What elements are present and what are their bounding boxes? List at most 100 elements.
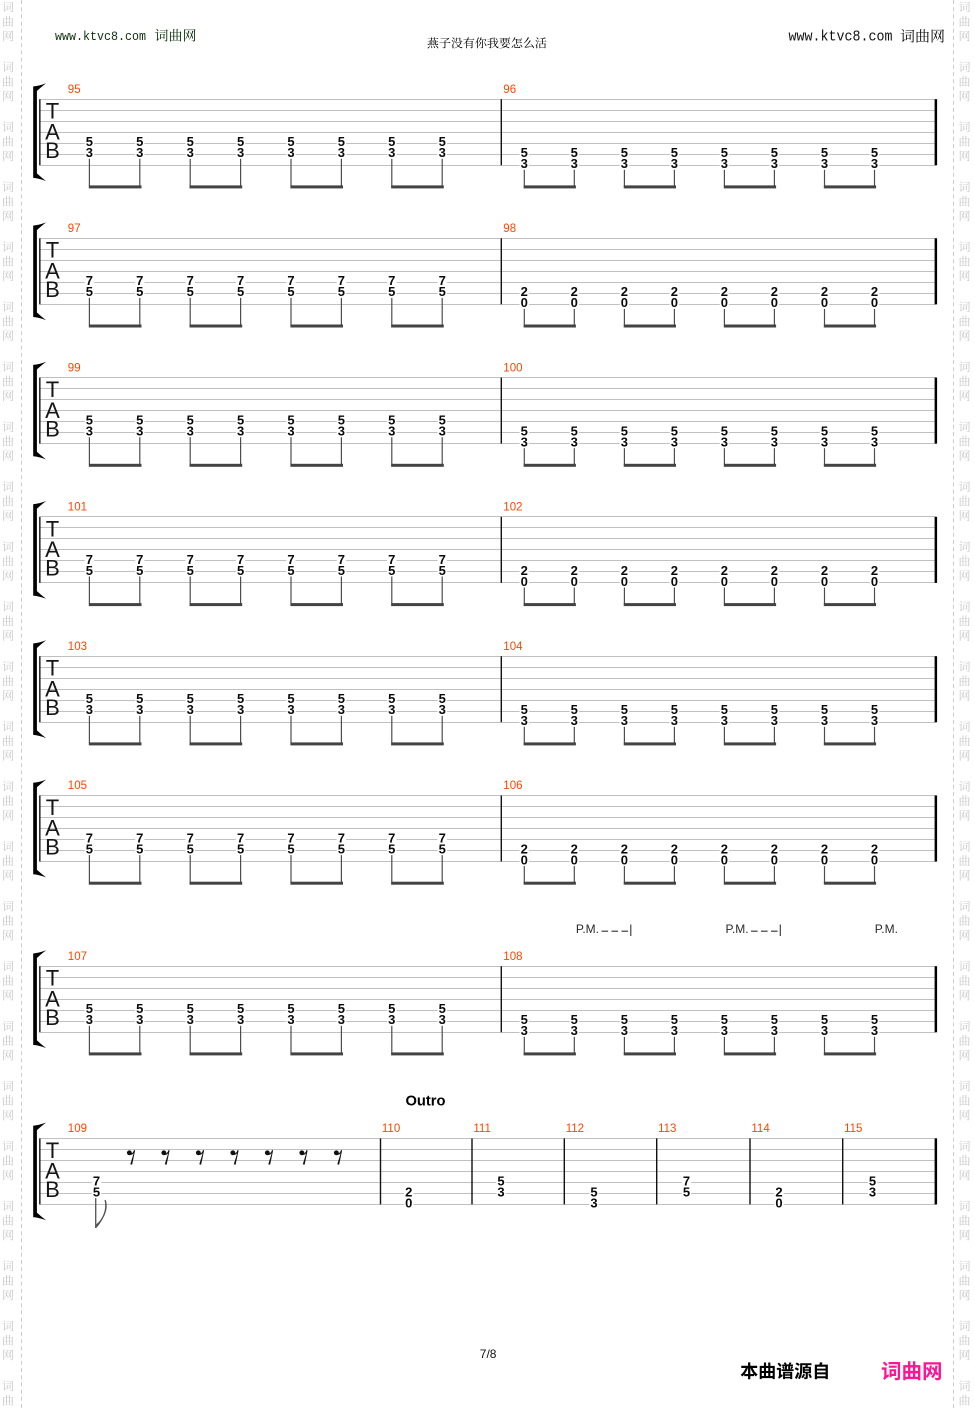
- svg-text:5: 5: [621, 702, 628, 717]
- svg-text:2: 2: [871, 841, 878, 856]
- svg-text:5: 5: [869, 1173, 876, 1188]
- svg-text:5: 5: [86, 841, 93, 856]
- svg-text:5: 5: [439, 413, 446, 428]
- svg-text:5: 5: [86, 563, 93, 578]
- svg-text:5: 5: [237, 691, 244, 706]
- svg-text:3: 3: [136, 424, 143, 439]
- svg-text:5: 5: [521, 702, 528, 717]
- svg-text:5: 5: [671, 1012, 678, 1027]
- svg-text:5: 5: [388, 563, 395, 578]
- svg-text:T: T: [46, 656, 59, 681]
- svg-text:7: 7: [439, 830, 446, 845]
- svg-text:3: 3: [521, 713, 528, 728]
- svg-text:0: 0: [671, 295, 678, 310]
- svg-text:5: 5: [86, 691, 93, 706]
- svg-text:0: 0: [775, 1195, 782, 1210]
- svg-text:5: 5: [338, 1001, 345, 1016]
- svg-text:3: 3: [287, 1012, 294, 1027]
- svg-text:5: 5: [871, 702, 878, 717]
- svg-text:3: 3: [86, 1012, 93, 1027]
- svg-text:B: B: [45, 695, 60, 720]
- svg-text:3: 3: [187, 702, 194, 717]
- svg-text:5: 5: [721, 1012, 728, 1027]
- svg-text:5: 5: [287, 1001, 294, 1016]
- svg-text:3: 3: [721, 1023, 728, 1038]
- svg-text:P.M.: P.M.: [726, 922, 749, 936]
- svg-text:3: 3: [237, 1012, 244, 1027]
- svg-text:3: 3: [439, 424, 446, 439]
- svg-text:7: 7: [683, 1173, 690, 1188]
- svg-text:5: 5: [338, 134, 345, 149]
- svg-text:5: 5: [237, 413, 244, 428]
- svg-text:3: 3: [86, 145, 93, 160]
- svg-text:0: 0: [671, 574, 678, 589]
- svg-text:5: 5: [338, 691, 345, 706]
- svg-text:5: 5: [187, 134, 194, 149]
- svg-text:5: 5: [237, 284, 244, 299]
- svg-text:99: 99: [68, 362, 81, 374]
- svg-text:5: 5: [136, 1001, 143, 1016]
- svg-text:2: 2: [721, 284, 728, 299]
- svg-text:3: 3: [287, 424, 294, 439]
- svg-text:0: 0: [771, 295, 778, 310]
- svg-text:7: 7: [86, 830, 93, 845]
- svg-text:2: 2: [521, 284, 528, 299]
- svg-text:5: 5: [187, 691, 194, 706]
- svg-text:5: 5: [439, 1001, 446, 1016]
- svg-text:0: 0: [871, 574, 878, 589]
- svg-text:2: 2: [671, 284, 678, 299]
- svg-text:101: 101: [68, 502, 87, 514]
- svg-text:3: 3: [571, 435, 578, 450]
- svg-text:2: 2: [671, 563, 678, 578]
- svg-text:7: 7: [187, 552, 194, 567]
- svg-text:5: 5: [497, 1173, 504, 1188]
- svg-text:5: 5: [388, 284, 395, 299]
- svg-text:B: B: [45, 834, 60, 859]
- svg-text:113: 113: [658, 1123, 676, 1135]
- svg-text:7: 7: [237, 830, 244, 845]
- svg-text:3: 3: [821, 156, 828, 171]
- svg-text:3: 3: [771, 435, 778, 450]
- svg-text:5: 5: [439, 691, 446, 706]
- svg-text:5: 5: [821, 424, 828, 439]
- svg-text:3: 3: [571, 156, 578, 171]
- svg-text:0: 0: [871, 295, 878, 310]
- svg-text:103: 103: [68, 641, 87, 653]
- svg-text:106: 106: [503, 780, 522, 792]
- svg-text:5: 5: [86, 413, 93, 428]
- svg-text:7: 7: [338, 552, 345, 567]
- svg-text:B: B: [45, 277, 60, 302]
- svg-text:5: 5: [237, 563, 244, 578]
- svg-text:3: 3: [821, 1023, 828, 1038]
- svg-text:3: 3: [721, 713, 728, 728]
- svg-text:5: 5: [571, 145, 578, 160]
- svg-text:5: 5: [771, 424, 778, 439]
- svg-text:T: T: [46, 516, 59, 541]
- svg-text:3: 3: [136, 702, 143, 717]
- svg-text:5: 5: [86, 284, 93, 299]
- svg-text:T: T: [46, 238, 59, 263]
- svg-text:5: 5: [287, 413, 294, 428]
- svg-text:3: 3: [388, 702, 395, 717]
- svg-text:2: 2: [721, 563, 728, 578]
- svg-text:5: 5: [683, 1184, 690, 1199]
- svg-text:3: 3: [237, 145, 244, 160]
- svg-text:0: 0: [405, 1195, 412, 1210]
- svg-text:3: 3: [571, 1023, 578, 1038]
- svg-text:5: 5: [237, 134, 244, 149]
- svg-text:3: 3: [771, 1023, 778, 1038]
- svg-text:2: 2: [621, 284, 628, 299]
- svg-text:A: A: [45, 537, 60, 562]
- svg-text:96: 96: [503, 84, 516, 96]
- svg-text:5: 5: [187, 284, 194, 299]
- svg-text:3: 3: [497, 1184, 504, 1199]
- svg-text:7: 7: [338, 830, 345, 845]
- svg-text:2: 2: [671, 841, 678, 856]
- svg-text:3: 3: [821, 713, 828, 728]
- svg-text:5: 5: [621, 424, 628, 439]
- svg-text:3: 3: [621, 1023, 628, 1038]
- svg-text:3: 3: [338, 145, 345, 160]
- svg-text:7/8: 7/8: [480, 1347, 497, 1361]
- svg-text:T: T: [46, 795, 59, 820]
- svg-text:T: T: [46, 377, 59, 402]
